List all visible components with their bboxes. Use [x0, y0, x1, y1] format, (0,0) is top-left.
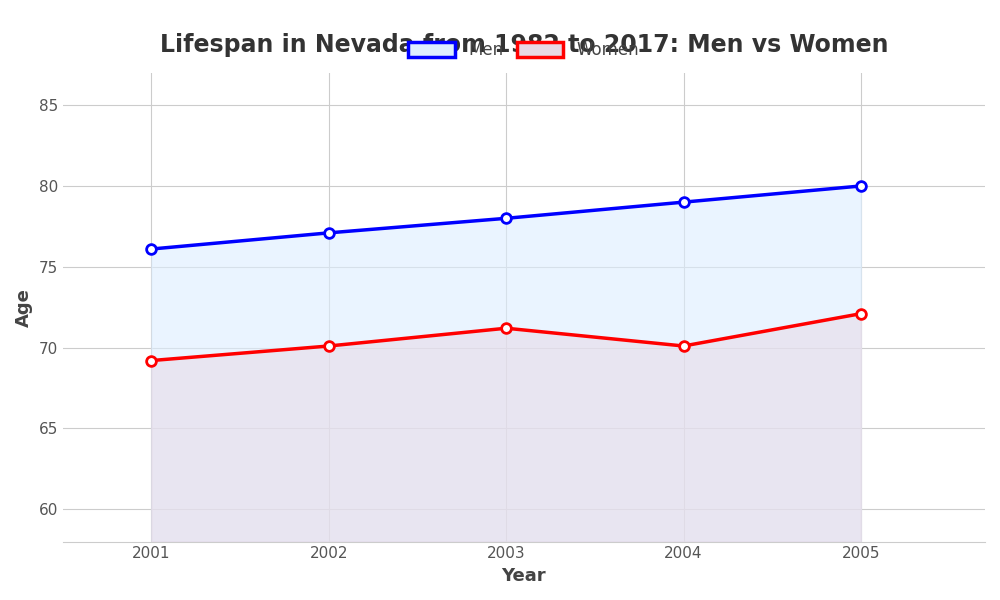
Y-axis label: Age: Age	[15, 288, 33, 326]
Title: Lifespan in Nevada from 1982 to 2017: Men vs Women: Lifespan in Nevada from 1982 to 2017: Me…	[160, 33, 888, 57]
X-axis label: Year: Year	[502, 567, 546, 585]
Legend: Men, Women: Men, Women	[402, 34, 646, 65]
